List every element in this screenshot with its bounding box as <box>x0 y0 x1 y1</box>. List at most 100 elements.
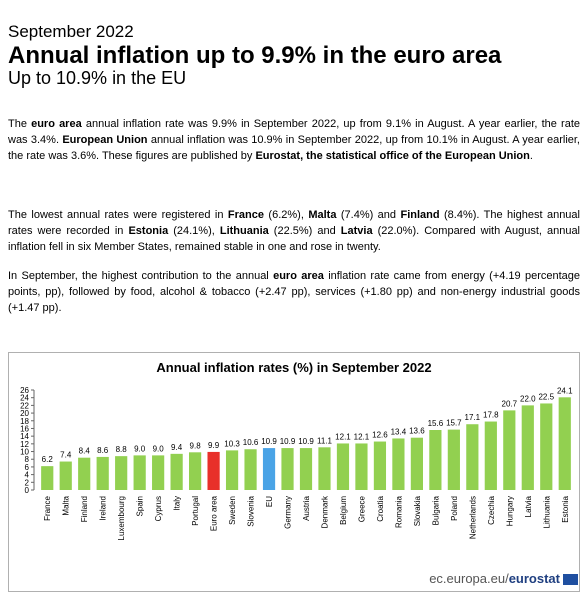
x-tick-label: Bulgaria <box>431 495 440 525</box>
x-tick-label: Estonia <box>561 495 570 522</box>
value-label: 10.9 <box>280 437 296 446</box>
value-label: 12.1 <box>335 432 351 441</box>
bold-text: euro area <box>31 118 82 130</box>
value-label: 12.1 <box>354 432 370 441</box>
x-tick-label: Spain <box>136 496 145 516</box>
y-tick-label: 2 <box>25 478 30 487</box>
value-label: 9.0 <box>153 444 165 453</box>
x-tick-label: Greece <box>357 495 366 522</box>
bar <box>299 448 313 490</box>
x-tick-label: Euro area <box>210 495 219 531</box>
x-tick-label: Poland <box>450 496 459 521</box>
bold-text: Estonia <box>128 225 169 237</box>
x-tick-label: Denmark <box>320 495 329 528</box>
bar <box>78 457 91 490</box>
bar <box>540 403 553 490</box>
value-label: 24.1 <box>557 386 573 395</box>
bold-text: Eurostat, the statistical office of the … <box>255 150 530 162</box>
y-tick-label: 8 <box>25 455 30 464</box>
bar <box>59 461 72 490</box>
value-label: 13.4 <box>391 427 407 436</box>
x-tick-label: Romania <box>394 495 403 528</box>
value-label: 8.6 <box>97 446 109 455</box>
x-tick-label: Germany <box>284 496 293 529</box>
bar <box>355 443 368 490</box>
text: inflation rate came from energy (+4.19 p… <box>8 270 581 314</box>
paragraph: In September, the highest contribution t… <box>8 268 580 316</box>
y-tick-label: 16 <box>20 424 29 433</box>
y-tick-label: 22 <box>20 401 29 410</box>
x-tick-label: Cyprus <box>154 496 163 521</box>
y-tick-label: 18 <box>20 417 29 426</box>
bar <box>170 453 183 490</box>
x-tick-label: Finland <box>80 496 89 522</box>
subtitle: Up to 10.9% in the EU <box>8 68 187 88</box>
value-label: 9.0 <box>134 444 146 453</box>
paragraph: The euro area annual inflation rate was … <box>8 116 580 164</box>
text: (6.2%), <box>264 209 309 221</box>
bar <box>447 429 460 490</box>
value-label: 10.9 <box>261 437 277 446</box>
x-tick-label: Hungary <box>505 496 514 526</box>
text: The lowest annual rates were registered … <box>8 209 228 221</box>
text: (7.4%) and <box>336 209 401 221</box>
source-site: ec.europa.eu/ <box>429 571 509 586</box>
value-label: 8.8 <box>116 445 128 454</box>
text: . <box>529 150 533 162</box>
title: Annual inflation up to 9.9% in the euro … <box>8 42 502 69</box>
x-tick-label: Netherlands <box>468 496 477 539</box>
bold-text: Lithuania <box>219 225 269 237</box>
value-label: 13.6 <box>409 427 425 436</box>
text: annual inflation was 10.9% in September … <box>8 134 580 162</box>
eu-flag <box>563 574 578 585</box>
bold-text: France <box>227 209 264 221</box>
x-tick-label: Croatia <box>376 495 385 521</box>
value-label: 15.6 <box>428 419 444 428</box>
bar <box>318 447 331 490</box>
x-tick-label: Latvia <box>524 495 533 517</box>
text: (8.4%). The highest annual rates were re… <box>8 209 580 237</box>
x-tick-label: Portugal <box>191 496 200 526</box>
bar <box>410 437 423 490</box>
x-tick-label: Ireland <box>99 496 108 520</box>
bar <box>558 397 571 490</box>
bold-text: European Union <box>62 134 148 146</box>
bold-text: Latvia <box>340 225 373 237</box>
value-label: 17.1 <box>465 413 481 422</box>
bar <box>225 450 239 490</box>
bar <box>503 410 516 490</box>
paragraph: The lowest annual rates were registered … <box>8 207 580 255</box>
bar <box>207 451 220 490</box>
bar <box>484 421 497 490</box>
chart: Annual inflation rates (%) in September … <box>8 352 580 592</box>
value-label: 22.5 <box>538 392 554 401</box>
y-tick-label: 12 <box>20 440 29 449</box>
y-tick-label: 14 <box>20 432 29 441</box>
value-label: 22.0 <box>520 394 536 403</box>
bar <box>373 441 387 490</box>
y-tick-label: 20 <box>20 409 29 418</box>
bar <box>133 455 146 490</box>
x-tick-label: Lithuania <box>542 495 551 528</box>
value-label: 11.1 <box>317 436 333 445</box>
bold-text: Malta <box>308 209 337 221</box>
value-label: 9.4 <box>171 443 183 452</box>
bar <box>96 456 109 490</box>
x-tick-label: Austria <box>302 495 311 520</box>
x-tick-label: Malta <box>62 495 71 515</box>
text: annual inflation rate was 9.9% in Septem… <box>8 118 580 146</box>
text: (22.5%) and <box>268 225 341 237</box>
bar <box>262 448 276 490</box>
y-tick-label: 24 <box>20 394 29 403</box>
y-tick-label: 26 <box>20 386 29 395</box>
bar <box>115 456 128 490</box>
y-tick-label: 0 <box>25 486 30 495</box>
x-tick-label: Italy <box>173 496 182 511</box>
value-label: 8.4 <box>79 447 91 456</box>
bar <box>521 405 534 490</box>
text: The <box>8 118 32 130</box>
x-tick-label: Luxembourg <box>117 496 126 540</box>
x-tick-label: EU <box>265 496 274 507</box>
bar <box>281 448 294 490</box>
